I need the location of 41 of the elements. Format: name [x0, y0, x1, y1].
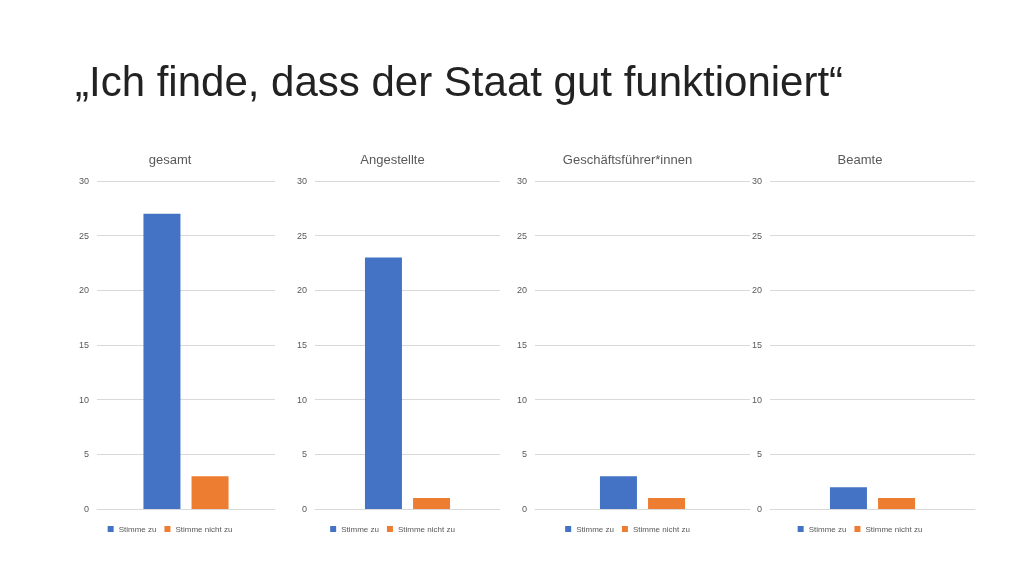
- legend-label: Stimme zu: [808, 524, 847, 534]
- legend-label: Stimme zu: [341, 524, 379, 534]
- y-tick-label: 0: [83, 504, 89, 514]
- y-tick-label: 5: [521, 449, 527, 460]
- y-tick-label: 20: [296, 285, 307, 296]
- y-tick-label: 25: [516, 230, 527, 241]
- legend-label: Stimme nicht zu: [865, 524, 923, 534]
- y-tick-label: 25: [78, 230, 89, 241]
- y-tick-label: 20: [516, 285, 527, 296]
- legend-label: Stimme nicht zu: [632, 524, 690, 534]
- y-tick-label: 25: [296, 230, 307, 241]
- text: „Ich finde, dass der Staat gut funktioniert“: [75, 58, 844, 106]
- y-tick-label: 30: [296, 176, 307, 186]
- y-tick-label: 0: [756, 504, 762, 514]
- y-tick-label: 30: [751, 176, 762, 186]
- chart-title: Geschäftsführer*innen: [562, 152, 693, 167]
- y-tick-label: 10: [751, 394, 762, 405]
- y-tick-label: 10: [296, 394, 307, 405]
- legend-label: Stimme nicht zu: [175, 524, 233, 534]
- y-tick-label: 5: [756, 449, 762, 460]
- y-tick-label: 10: [78, 394, 89, 405]
- legend-label: Stimme zu: [576, 524, 614, 534]
- y-tick-label: 15: [296, 340, 307, 350]
- chart-title: Angestellte: [360, 152, 425, 167]
- legend-label: Stimme nicht zu: [397, 524, 455, 534]
- y-tick-label: 30: [78, 176, 89, 186]
- y-tick-label: 0: [301, 504, 307, 514]
- y-tick-label: 5: [83, 449, 89, 460]
- legend-label: Stimme zu: [118, 524, 157, 534]
- y-tick-label: 15: [751, 340, 762, 350]
- y-tick-label: 5: [301, 449, 307, 460]
- y-tick-label: 30: [516, 176, 527, 186]
- y-tick-label: 15: [516, 340, 527, 350]
- y-tick-label: 20: [78, 285, 89, 296]
- y-tick-label: 25: [751, 230, 762, 241]
- chart-title: gesamt: [148, 152, 192, 167]
- y-tick-label: 15: [78, 340, 89, 350]
- y-tick-label: 0: [521, 504, 527, 514]
- y-tick-label: 10: [516, 394, 527, 405]
- chart-title: Beamte: [837, 152, 883, 167]
- y-tick-label: 20: [751, 285, 762, 296]
